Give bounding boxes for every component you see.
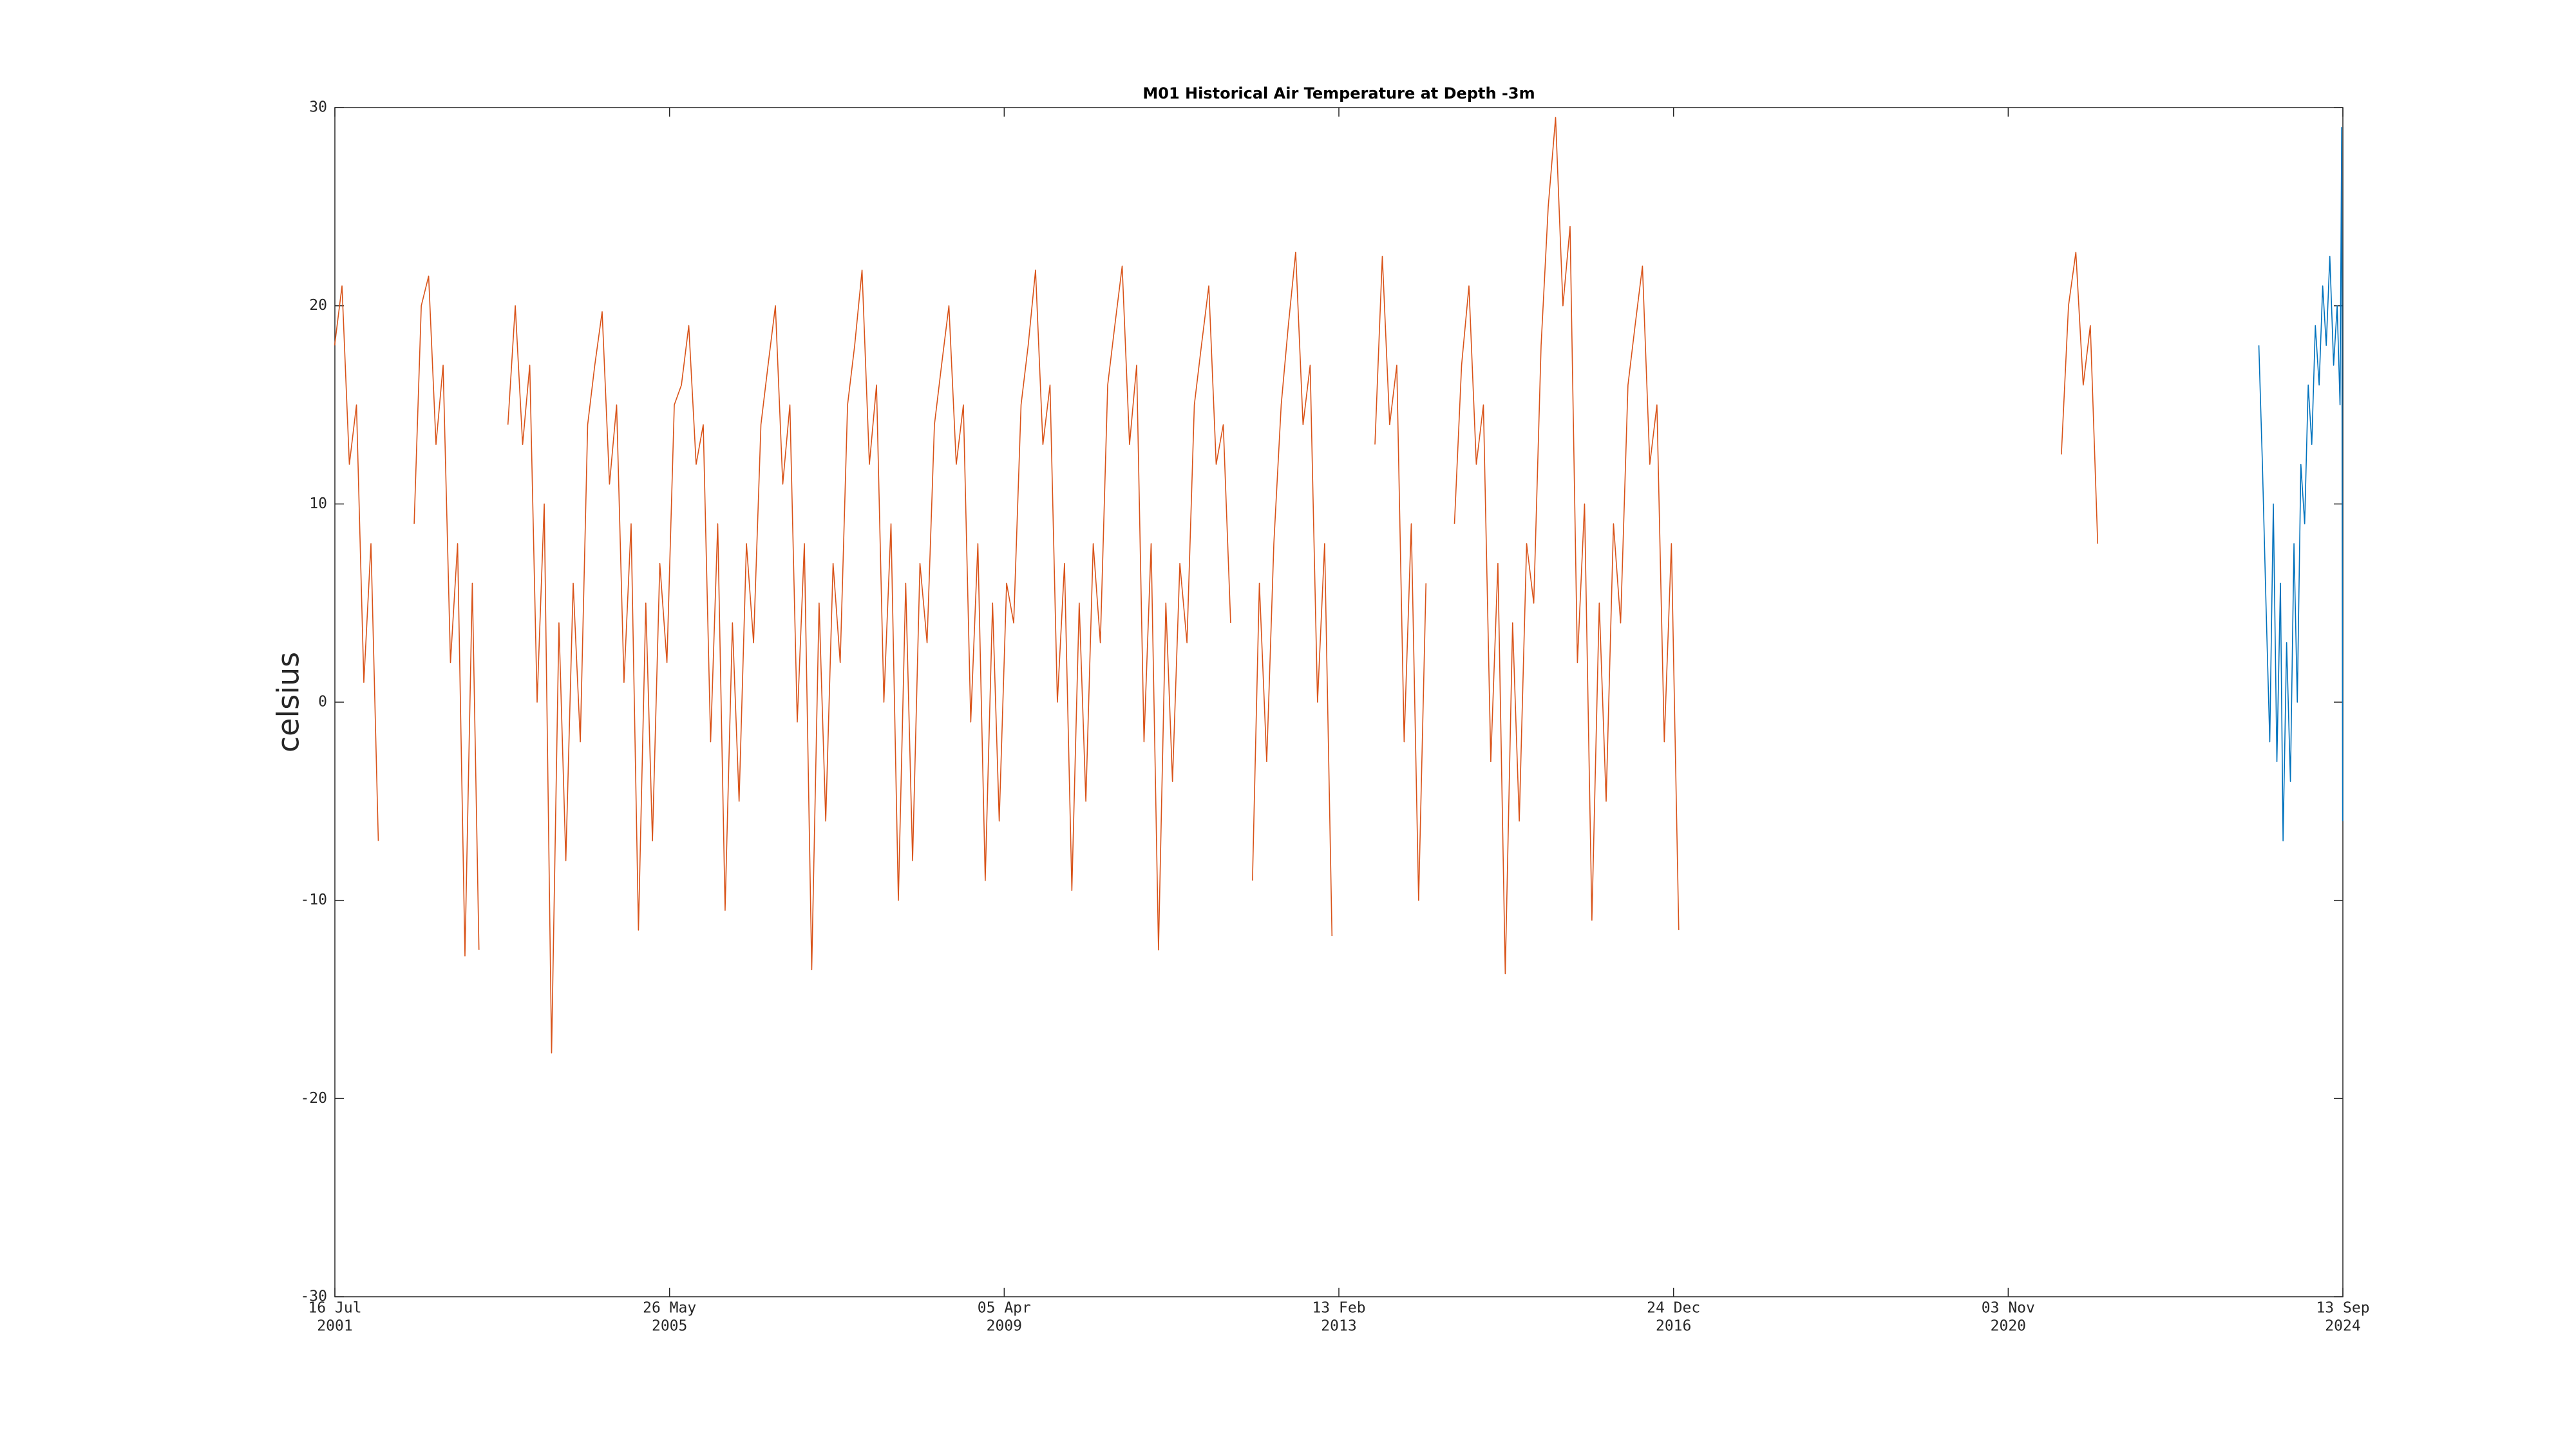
- x-tick-label: 2024: [2325, 1318, 2360, 1335]
- x-tick-label: 05 Apr: [978, 1300, 1031, 1317]
- series-line: [1454, 117, 1680, 975]
- y-tick-label: -10: [300, 892, 327, 908]
- y-tick-label: -30: [300, 1288, 327, 1305]
- y-tick-label: 30: [309, 99, 327, 116]
- x-tick-label: 2009: [987, 1318, 1022, 1335]
- x-tick-label: 26 May: [643, 1300, 696, 1317]
- series-line: [413, 275, 480, 957]
- y-tick-label: 20: [309, 297, 327, 314]
- x-tick-label: 2020: [1991, 1318, 2026, 1335]
- x-tick-label: 2001: [317, 1318, 352, 1335]
- series-line: [334, 285, 379, 841]
- series-line: [1374, 255, 1427, 901]
- x-tick-label: 2005: [652, 1318, 687, 1335]
- x-tick-label: 2016: [1656, 1318, 1691, 1335]
- x-tick-label: 13 Feb: [1312, 1300, 1365, 1317]
- series-line: [2061, 251, 2099, 544]
- series-line: [1252, 251, 1333, 937]
- x-tick-label: 03 Nov: [1982, 1300, 2035, 1317]
- x-tick-label: 24 Dec: [1647, 1300, 1700, 1317]
- x-tick-label: 2013: [1321, 1318, 1356, 1335]
- chart-title: M01 Historical Air Temperature at Depth …: [1142, 84, 1535, 102]
- series-line: [2258, 126, 2344, 842]
- series-line: [507, 265, 1231, 1054]
- y-tick-label: 0: [318, 694, 327, 711]
- x-tick-label: 13 Sep: [2316, 1300, 2369, 1317]
- x-tick-label: 16 Jul: [308, 1300, 361, 1317]
- y-axis-label: celsius: [271, 652, 306, 752]
- y-tick-label: 10: [309, 495, 327, 512]
- y-tick-label: -20: [300, 1090, 327, 1107]
